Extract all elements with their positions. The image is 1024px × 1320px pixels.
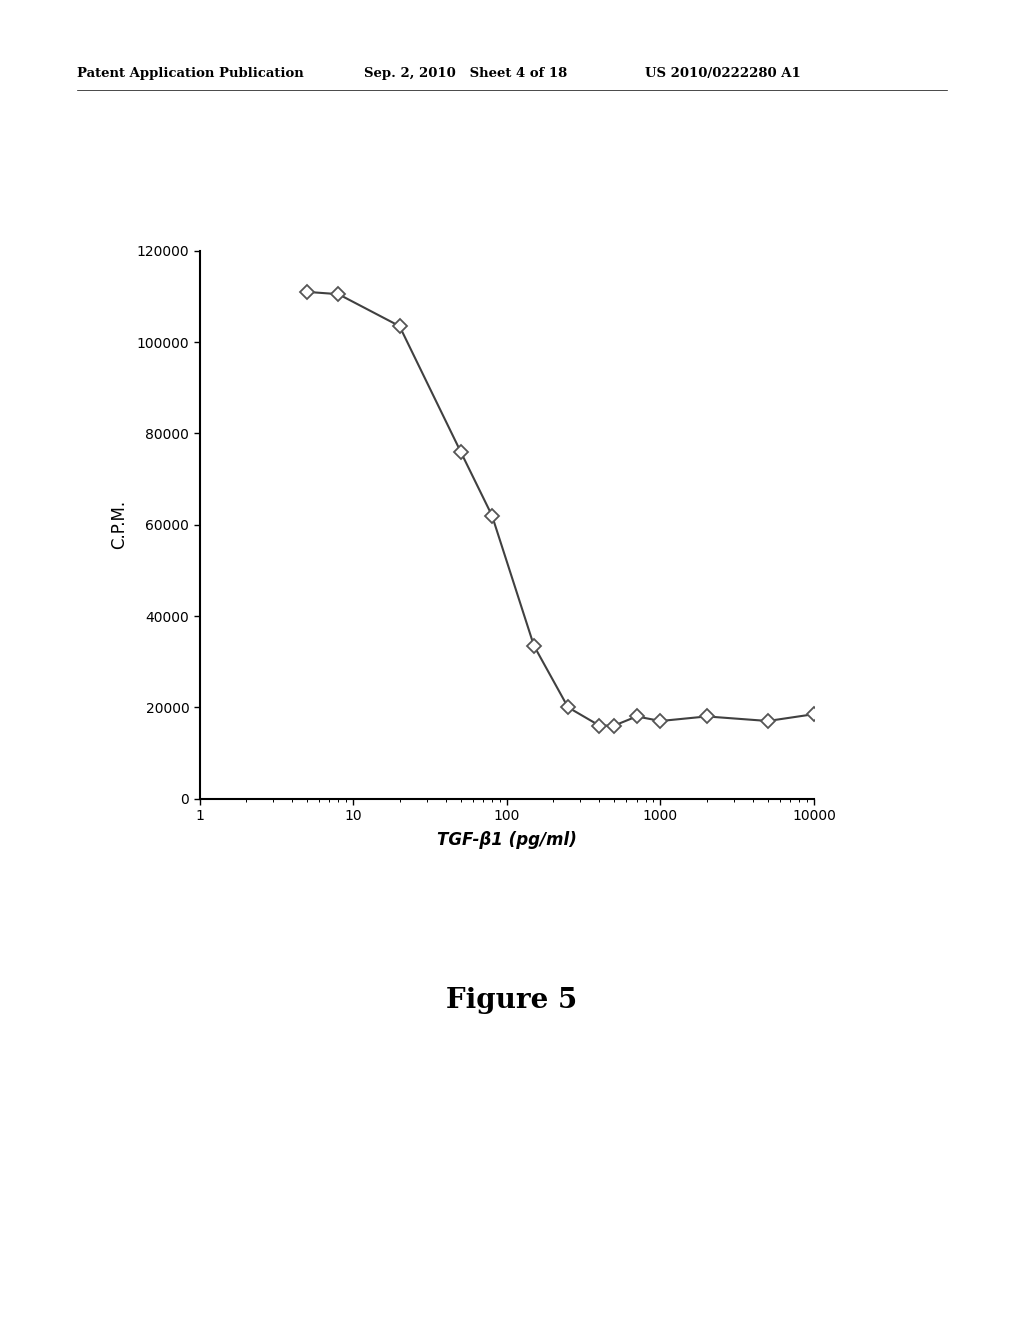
Text: Sep. 2, 2010   Sheet 4 of 18: Sep. 2, 2010 Sheet 4 of 18 [364, 67, 566, 81]
Text: Patent Application Publication: Patent Application Publication [77, 67, 303, 81]
Y-axis label: C.P.M.: C.P.M. [111, 500, 128, 549]
Text: US 2010/0222280 A1: US 2010/0222280 A1 [645, 67, 801, 81]
X-axis label: TGF-β1 (pg/ml): TGF-β1 (pg/ml) [437, 832, 577, 849]
Text: Figure 5: Figure 5 [446, 987, 578, 1014]
